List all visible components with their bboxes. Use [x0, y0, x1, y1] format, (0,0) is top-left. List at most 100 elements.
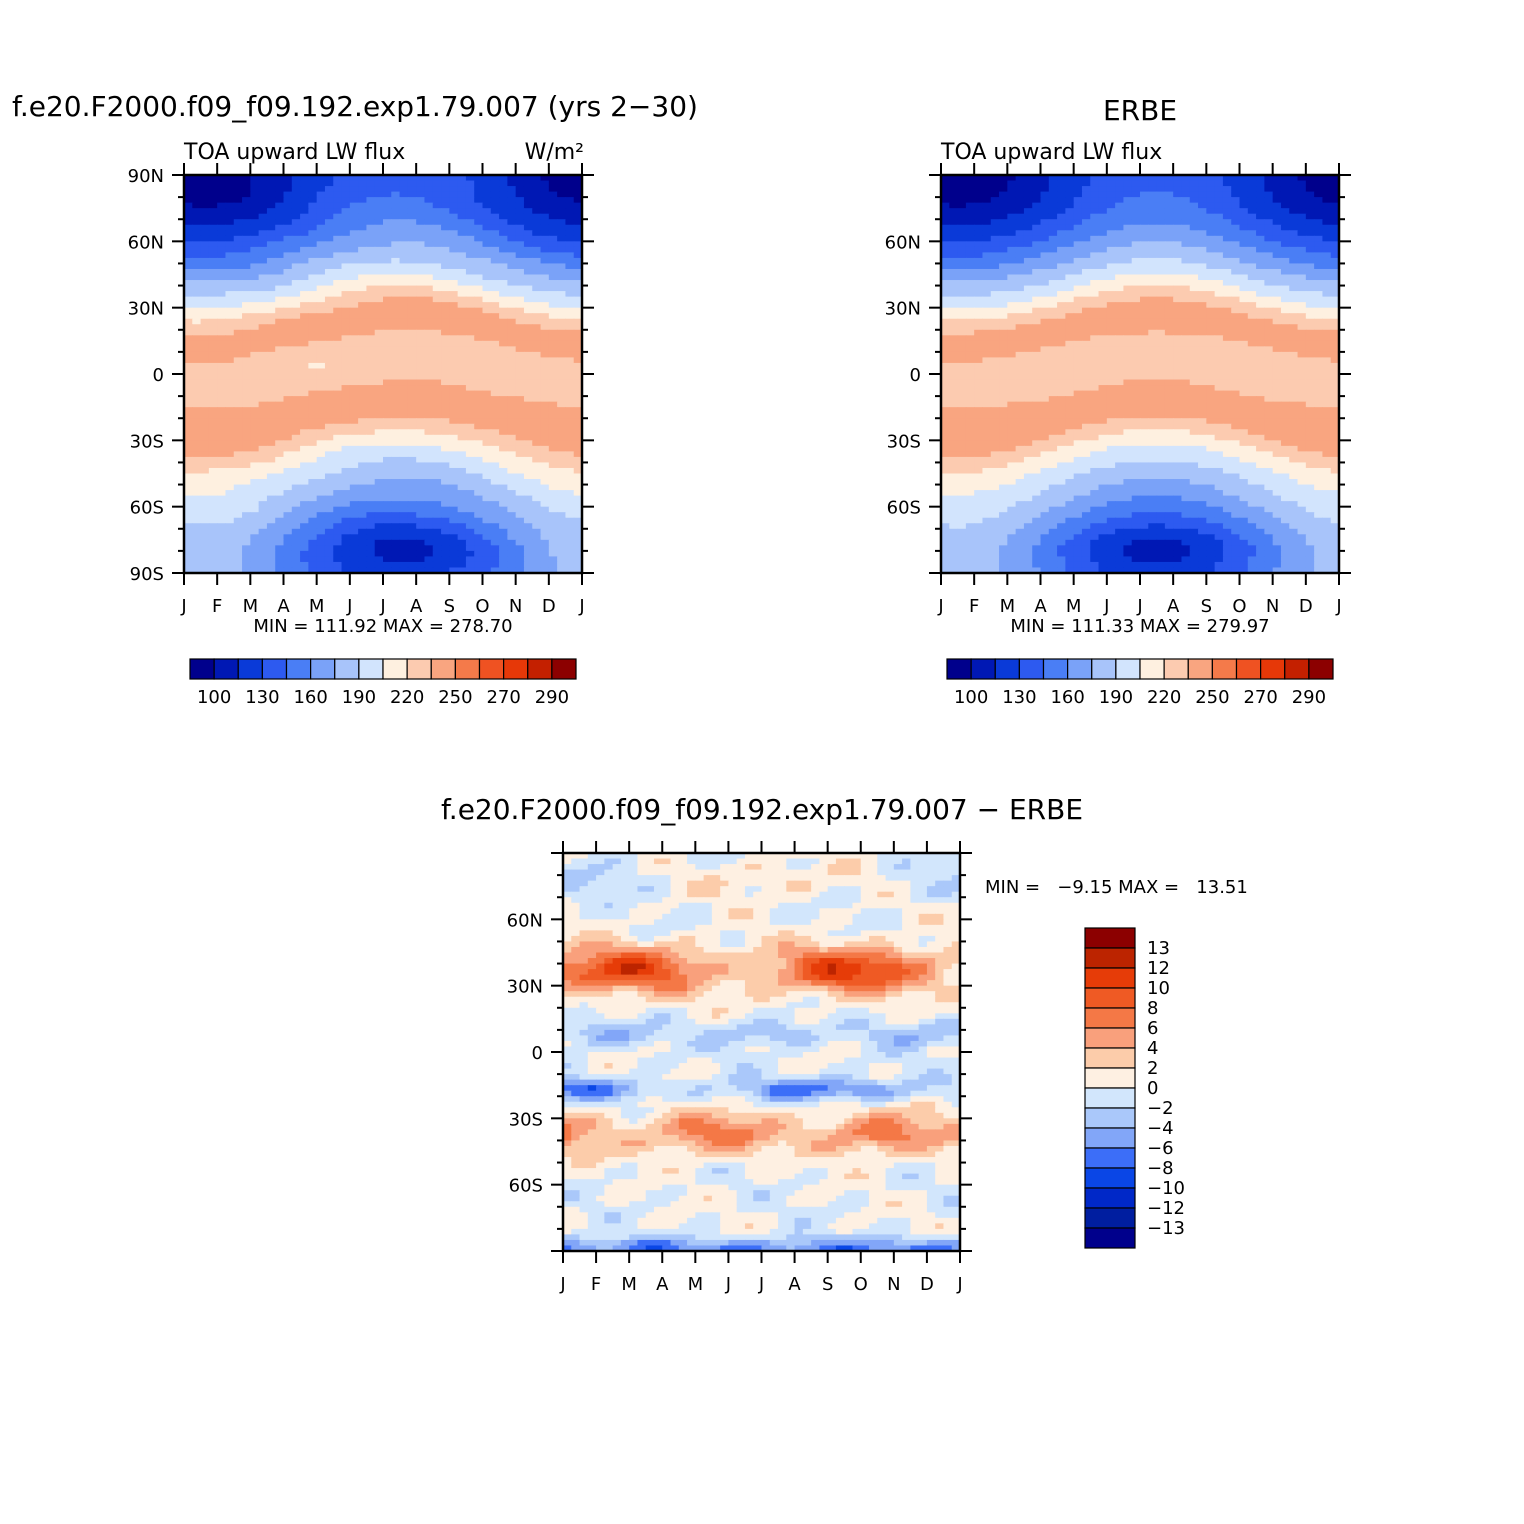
field-cell [474, 490, 484, 497]
field-cell [349, 484, 359, 491]
field-cell [1123, 186, 1133, 193]
field-cell [250, 429, 260, 436]
field-cell [407, 534, 417, 541]
field-cell [540, 440, 550, 447]
field-cell [399, 180, 409, 187]
field-cell [532, 224, 542, 231]
field-cell [358, 418, 368, 425]
field-cell [366, 368, 376, 375]
field-cell [349, 296, 359, 303]
field-cell [242, 351, 251, 359]
field-cell [1131, 318, 1141, 325]
field-cell [1148, 274, 1158, 281]
field-cell [507, 418, 517, 425]
field-cell [374, 445, 384, 452]
field-cell [399, 445, 409, 452]
field-cell [225, 257, 235, 265]
field-cell [407, 268, 417, 276]
field-cell [499, 517, 508, 524]
field-cell [1057, 235, 1066, 242]
field-cell [1156, 219, 1166, 226]
field-cell [266, 539, 276, 546]
field-cell [316, 407, 326, 414]
field-cell [974, 197, 984, 204]
colorbar-swatch [454, 658, 481, 680]
field-cell [1322, 208, 1332, 215]
field-cell [1131, 285, 1141, 292]
field-cell [949, 280, 959, 287]
field-cell [333, 534, 343, 541]
field-cell [200, 296, 210, 303]
field-cell [949, 285, 959, 292]
field-cell [474, 263, 484, 270]
field-cell [225, 246, 235, 253]
field-cell [1131, 246, 1141, 253]
field-cell [540, 263, 550, 270]
field-cell [275, 335, 285, 342]
field-cell [465, 180, 475, 187]
field-cell [1081, 291, 1091, 298]
field-cell [358, 556, 368, 563]
field-cell [275, 197, 285, 204]
field-cell [291, 479, 301, 486]
field-cell [432, 434, 442, 441]
field-cell [316, 545, 326, 552]
field-cell [523, 291, 533, 298]
field-cell [333, 412, 343, 419]
field-cell [383, 550, 392, 558]
field-cell [1123, 291, 1133, 298]
field-cell [474, 296, 484, 303]
field-cell [557, 197, 567, 204]
field-cell [1314, 246, 1324, 253]
field-cell [1015, 224, 1025, 231]
field-cell [225, 296, 235, 303]
field-cell [1330, 296, 1340, 303]
field-cell [291, 374, 301, 381]
field-cell [300, 180, 309, 187]
field-cell [1040, 224, 1050, 231]
field-cell [457, 268, 467, 276]
field-cell [1239, 274, 1249, 281]
field-cell [1048, 274, 1058, 281]
field-cell [474, 224, 484, 231]
field-cell [573, 324, 583, 331]
field-cell [225, 291, 235, 298]
field-cell [1289, 219, 1299, 226]
field-cell [1181, 302, 1191, 309]
field-cell [217, 385, 227, 392]
field-cell [358, 401, 368, 408]
field-cell [1198, 324, 1207, 331]
field-cell [474, 186, 484, 193]
field-cell [374, 357, 384, 364]
field-cell [441, 213, 450, 220]
field-cell [532, 534, 542, 541]
field-cell [333, 346, 343, 353]
field-cell [300, 219, 309, 226]
field-cell [184, 241, 193, 248]
field-cell [200, 567, 210, 574]
field-cell [557, 462, 567, 469]
field-cell [465, 285, 475, 292]
field-cell [184, 252, 193, 259]
field-cell [490, 396, 500, 403]
field-cell [283, 202, 293, 209]
field-cell [449, 280, 459, 287]
field-cell [990, 197, 1000, 204]
field-cell [557, 545, 567, 552]
field-cell [1073, 186, 1083, 193]
field-cell [1115, 274, 1125, 281]
field-cell [1057, 191, 1066, 198]
field-cell [1098, 257, 1108, 265]
field-cell [391, 467, 401, 475]
field-cell [333, 329, 343, 336]
field-cell [399, 523, 409, 530]
field-cell [333, 307, 343, 314]
field-cell [184, 467, 193, 475]
field-cell [1164, 180, 1174, 187]
field-cell [1115, 263, 1125, 270]
field-cell [225, 434, 235, 441]
field-cell [957, 246, 967, 253]
field-cell [1057, 329, 1066, 336]
field-cell [573, 501, 583, 508]
field-cell [366, 506, 376, 513]
